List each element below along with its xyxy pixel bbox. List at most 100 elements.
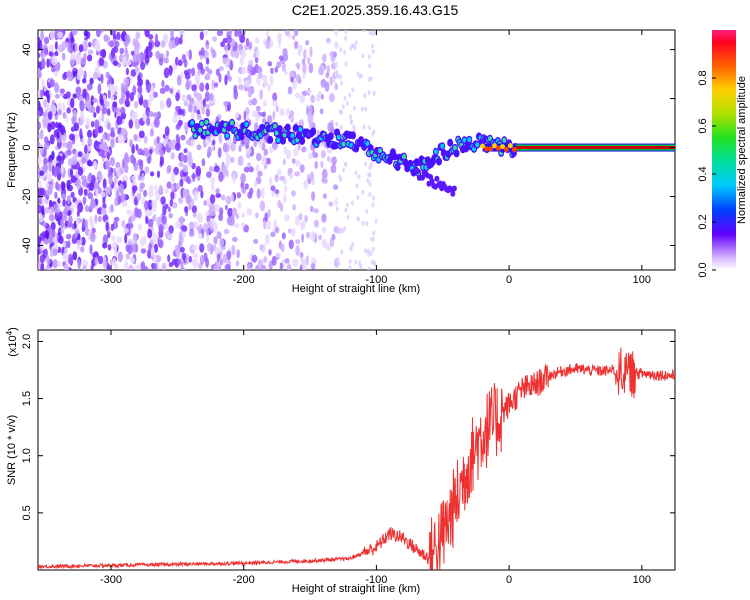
- noise-blob: [134, 207, 139, 218]
- noise-blob: [267, 83, 271, 92]
- noise-blob: [142, 147, 149, 157]
- noise-blob: [209, 206, 216, 217]
- noise-blob: [262, 100, 267, 107]
- noise-blob: [181, 94, 187, 102]
- noise-blob: [206, 171, 212, 179]
- noise-blob: [199, 82, 205, 92]
- noise-blob: [367, 90, 371, 96]
- noise-blob: [123, 228, 129, 234]
- noise-blob: [101, 133, 106, 141]
- noise-blob: [318, 66, 323, 75]
- noise-blob: [355, 183, 359, 189]
- noise-blob: [204, 30, 209, 36]
- noise-blob: [218, 66, 224, 72]
- noise-blob: [297, 47, 302, 57]
- track-blob: [420, 174, 426, 181]
- noise-blob: [54, 191, 58, 199]
- noise-blob: [370, 43, 374, 49]
- noise-blob: [363, 93, 367, 99]
- noise-blob: [219, 237, 225, 248]
- noise-blob: [134, 118, 141, 130]
- noise-blob: [256, 188, 261, 200]
- noise-blob: [79, 100, 85, 112]
- noise-blob: [114, 197, 118, 207]
- noise-blob: [372, 195, 376, 201]
- noise-blob: [298, 213, 303, 221]
- noise-blob: [326, 243, 332, 251]
- noise-blob: [185, 79, 190, 89]
- y-tick-label: 20: [21, 92, 33, 104]
- noise-blob: [177, 258, 181, 266]
- noise-blob: [335, 121, 339, 127]
- noise-blob: [310, 263, 316, 270]
- noise-blob: [170, 191, 175, 200]
- track-core: [365, 141, 370, 147]
- noise-blob: [239, 56, 244, 66]
- noise-blob: [181, 225, 188, 233]
- noise-blob: [230, 141, 236, 152]
- noise-blob: [39, 170, 44, 176]
- noise-blob: [132, 52, 139, 63]
- noise-blob: [132, 232, 137, 240]
- noise-blob: [38, 39, 43, 51]
- noise-blob: [51, 159, 57, 166]
- noise-blob: [290, 76, 294, 83]
- noise-blob: [207, 146, 212, 158]
- noise-blob: [52, 259, 58, 269]
- noise-blob: [222, 253, 228, 264]
- noise-blob: [174, 142, 181, 151]
- noise-blob: [98, 173, 103, 182]
- noise-blob: [83, 188, 88, 196]
- noise-blob: [369, 161, 373, 167]
- noise-blob: [237, 30, 242, 38]
- noise-blob: [155, 191, 160, 202]
- noise-blob: [199, 31, 204, 41]
- track-core: [475, 142, 480, 148]
- noise-blob: [76, 178, 82, 190]
- snr-series-line: [37, 347, 676, 571]
- track-core: [273, 123, 277, 129]
- noise-blob: [61, 102, 65, 112]
- noise-blob: [48, 51, 53, 57]
- noise-blob: [322, 178, 328, 184]
- noise-blob: [134, 65, 139, 73]
- noise-blob: [78, 117, 83, 126]
- noise-blob: [352, 105, 356, 111]
- noise-blob: [112, 241, 118, 252]
- x-tick-label: -100: [365, 274, 387, 286]
- track-blob: [284, 123, 291, 132]
- noise-blob: [172, 202, 178, 209]
- noise-blob: [364, 106, 368, 112]
- snr-panel: -300 -200 -100 0 100 0.5 1.0 1.5 2.0 Height of …: [5, 327, 676, 595]
- noise-blob: [361, 190, 365, 195]
- noise-blob: [96, 208, 102, 215]
- noise-blob: [136, 80, 143, 88]
- noise-blob: [116, 189, 120, 199]
- noise-blob: [178, 241, 182, 249]
- noise-blob: [200, 47, 205, 57]
- noise-blob: [100, 73, 104, 85]
- noise-blob: [361, 220, 365, 226]
- noise-blob: [368, 192, 372, 197]
- noise-blob: [163, 67, 170, 79]
- noise-blob: [107, 89, 111, 99]
- noise-blob: [258, 142, 263, 149]
- track-blob: [436, 157, 442, 166]
- noise-blob: [43, 98, 48, 108]
- noise-blob: [349, 246, 353, 252]
- noise-blob: [41, 52, 46, 60]
- noise-blob: [283, 185, 288, 193]
- noise-blob: [258, 72, 263, 79]
- noise-blob: [51, 150, 55, 160]
- noise-blob: [307, 56, 311, 65]
- noise-blob: [40, 30, 44, 41]
- noise-blob: [50, 104, 57, 116]
- noise-blob: [216, 30, 223, 37]
- noise-blob: [129, 257, 135, 264]
- noise-blob: [41, 78, 45, 89]
- noise-blob: [124, 259, 129, 270]
- noise-blob: [269, 75, 274, 86]
- noise-blob: [312, 150, 316, 158]
- noise-blob: [168, 212, 173, 219]
- noise-blob: [159, 87, 166, 95]
